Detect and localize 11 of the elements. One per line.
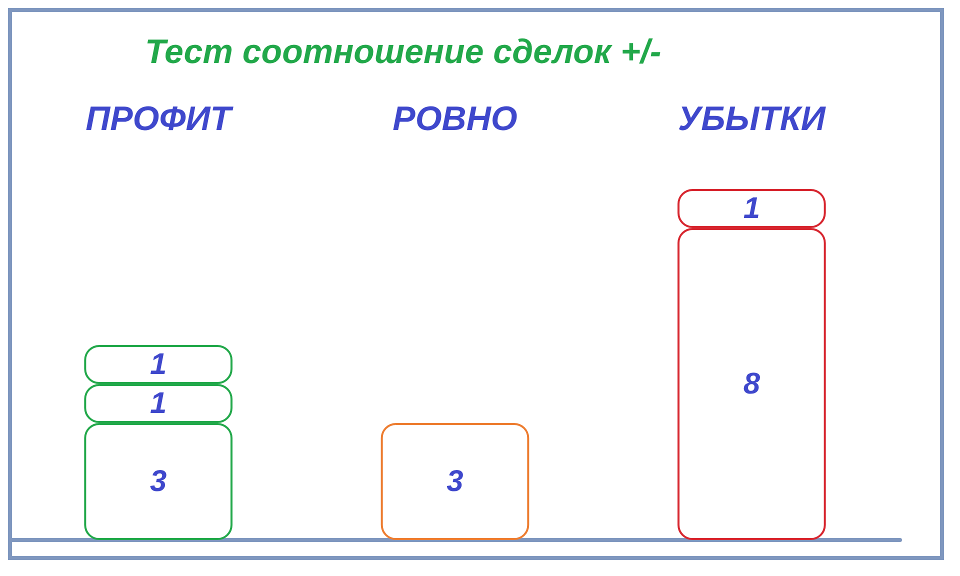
data-label: 3 xyxy=(150,465,167,498)
x-tick-label: РОВНО xyxy=(392,100,518,138)
x-tick-label: УБЫТКИ xyxy=(678,100,827,138)
bar xyxy=(380,423,530,540)
data-label: 1 xyxy=(150,348,167,381)
chart-title: Тест соотношение сделок +/- xyxy=(145,33,662,71)
data-label: 8 xyxy=(743,368,760,400)
data-label: 1 xyxy=(150,387,167,420)
data-label: 1 xyxy=(743,192,760,225)
x-tick-label: ПРОФИТ xyxy=(86,100,234,138)
data-label: 3 xyxy=(446,465,464,498)
